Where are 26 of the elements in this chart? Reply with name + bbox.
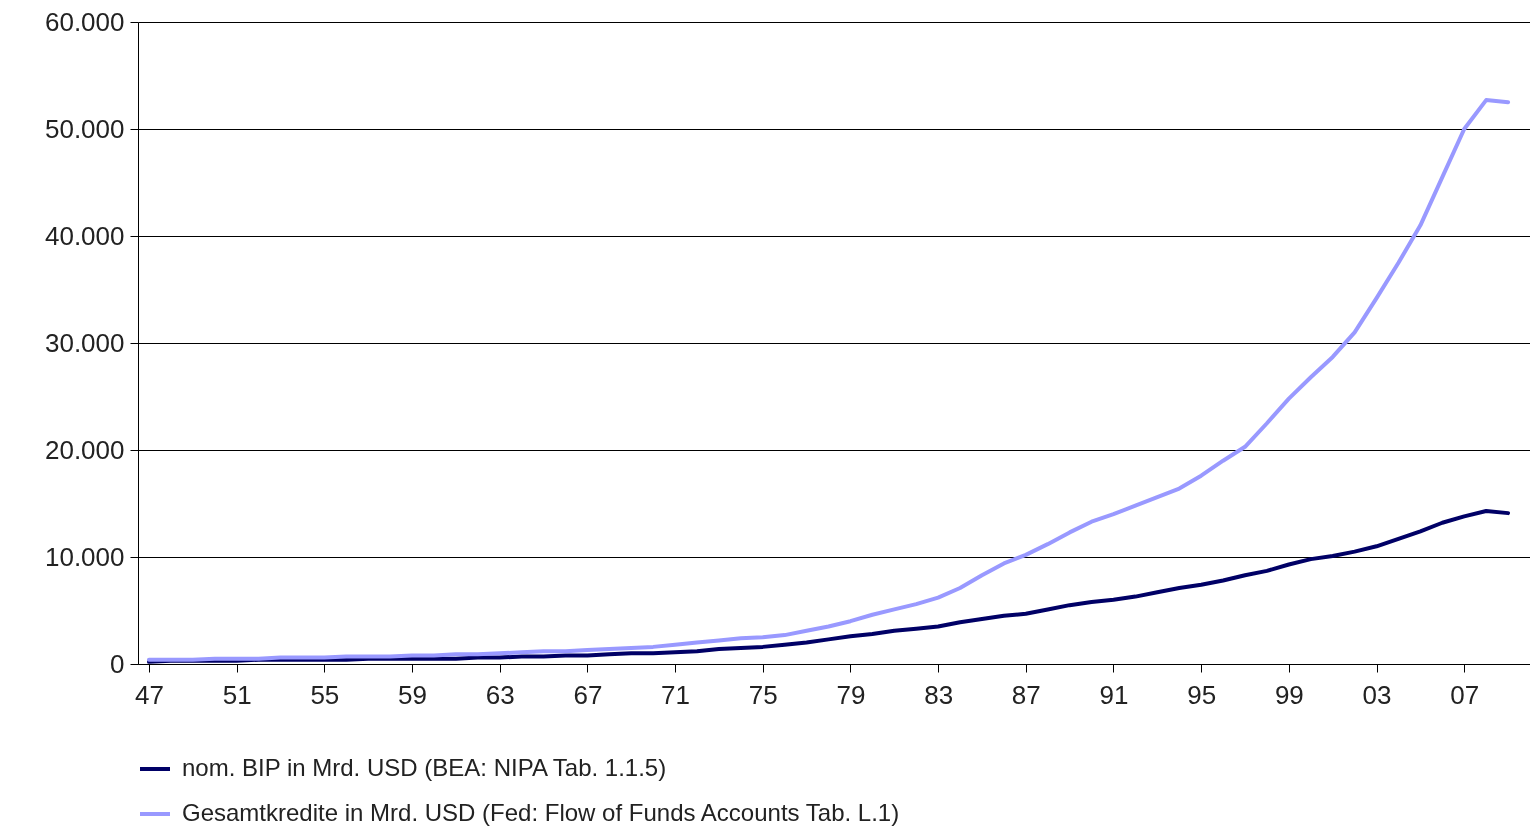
- x-tick-label: 59: [398, 679, 427, 710]
- y-tick-label: 60.000: [44, 6, 125, 37]
- x-tick-label: 03: [1362, 679, 1392, 710]
- y-tick-label: 40.000: [44, 220, 125, 251]
- y-tick-label: 50.000: [44, 113, 125, 144]
- x-tick-label: 75: [748, 679, 778, 710]
- x-tick-label: 67: [573, 679, 603, 710]
- y-tick-label: 20.000: [44, 434, 125, 465]
- x-tick-label: 71: [661, 679, 691, 710]
- x-tick-label: 91: [1099, 679, 1129, 710]
- y-tick-label: 30.000: [44, 327, 125, 358]
- x-tick-label: 83: [924, 679, 954, 710]
- x-tick-label: 51: [222, 679, 252, 710]
- x-tick-label: 99: [1274, 679, 1304, 710]
- x-tick-label: 63: [485, 679, 515, 710]
- legend-label: nom. BIP in Mrd. USD (BEA: NIPA Tab. 1.1.5): [182, 754, 667, 781]
- x-tick-label: 79: [836, 679, 866, 710]
- x-tick-label: 87: [1011, 679, 1041, 710]
- x-tick-label: 95: [1187, 679, 1217, 710]
- legend-label: Gesamtkredite in Mrd. USD (Fed: Flow of Funds Accounts Tab. L.1): [182, 799, 900, 826]
- y-tick-label: 0: [110, 648, 125, 679]
- x-tick-label: 07: [1450, 679, 1480, 710]
- y-tick-label: 10.000: [44, 541, 125, 572]
- x-tick-label: 55: [310, 679, 340, 710]
- x-tick-label: 47: [135, 679, 164, 710]
- line-series: [146, 98, 1511, 662]
